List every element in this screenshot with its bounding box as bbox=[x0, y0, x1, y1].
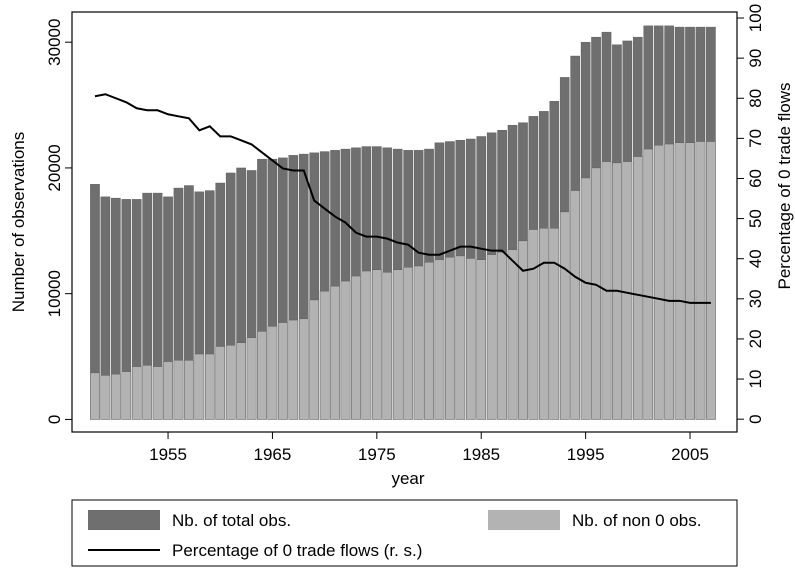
bar bbox=[330, 285, 340, 420]
bar bbox=[528, 229, 539, 420]
legend-label: Percentage of 0 trade flows (r. s.) bbox=[172, 541, 422, 560]
bar bbox=[319, 290, 330, 420]
bar bbox=[413, 265, 424, 420]
legend-swatch bbox=[488, 510, 560, 530]
y2-tick-label: 50 bbox=[746, 209, 765, 228]
bar bbox=[664, 143, 674, 420]
bar bbox=[476, 259, 487, 420]
bar bbox=[497, 251, 507, 420]
y2-tick-label: 60 bbox=[746, 169, 765, 188]
bar bbox=[215, 346, 226, 420]
bar bbox=[465, 258, 476, 420]
bar bbox=[372, 269, 382, 420]
x-tick-label: 1985 bbox=[462, 445, 500, 464]
bar bbox=[549, 228, 560, 420]
bar bbox=[434, 259, 445, 420]
y2-tick-label: 70 bbox=[746, 129, 765, 148]
y2-tick-label: 0 bbox=[746, 414, 765, 423]
x-tick-label: 1975 bbox=[358, 445, 396, 464]
bar bbox=[706, 141, 716, 420]
bar bbox=[205, 353, 215, 420]
bar bbox=[351, 275, 361, 420]
y2-tick-label: 40 bbox=[746, 249, 765, 268]
bar bbox=[163, 361, 173, 420]
bar bbox=[507, 249, 518, 420]
bar bbox=[559, 211, 570, 420]
legend-label: Nb. of total obs. bbox=[172, 511, 291, 530]
bar bbox=[580, 177, 591, 420]
bar bbox=[90, 372, 100, 420]
bar bbox=[100, 375, 111, 420]
bar bbox=[685, 142, 695, 420]
bar bbox=[225, 345, 236, 420]
y2-tick-label: 80 bbox=[746, 89, 765, 108]
y2-tick-label: 20 bbox=[746, 329, 765, 348]
bar bbox=[111, 373, 121, 420]
x-tick-label: 1995 bbox=[567, 445, 605, 464]
bar bbox=[288, 319, 299, 420]
bar bbox=[445, 257, 455, 420]
bar bbox=[486, 254, 497, 420]
x-tick-label: 2005 bbox=[671, 445, 709, 464]
bar bbox=[298, 318, 309, 420]
bar bbox=[340, 280, 351, 420]
bar bbox=[622, 161, 633, 420]
bar bbox=[257, 331, 267, 420]
y-axis-title: Number of observations bbox=[9, 132, 28, 312]
bar bbox=[570, 190, 580, 420]
bar bbox=[674, 142, 685, 420]
y-tick-label: 0 bbox=[45, 415, 64, 424]
bar bbox=[131, 366, 142, 420]
bar bbox=[152, 366, 163, 420]
bar bbox=[361, 270, 372, 420]
bar bbox=[633, 156, 643, 420]
bar bbox=[424, 262, 434, 420]
bar bbox=[653, 145, 664, 420]
bar bbox=[695, 141, 706, 420]
legend-swatch bbox=[88, 510, 160, 530]
y-tick-label: 20000 bbox=[45, 144, 64, 191]
bar bbox=[194, 353, 205, 420]
bar bbox=[121, 371, 132, 420]
x-tick-label: 1955 bbox=[149, 445, 187, 464]
bar bbox=[184, 360, 194, 420]
x-axis-title: year bbox=[391, 469, 424, 488]
bar bbox=[539, 228, 549, 420]
bar bbox=[278, 322, 288, 420]
y-tick-label: 30000 bbox=[45, 19, 64, 66]
y2-tick-label: 90 bbox=[746, 49, 765, 68]
bar bbox=[403, 267, 413, 420]
bar bbox=[455, 255, 466, 420]
bar bbox=[267, 326, 278, 420]
y2-tick-label: 100 bbox=[746, 4, 765, 32]
y2-tick-label: 10 bbox=[746, 370, 765, 389]
bar bbox=[246, 337, 257, 420]
x-tick-label: 1965 bbox=[254, 445, 292, 464]
bar bbox=[236, 342, 246, 420]
legend-label: Nb. of non 0 obs. bbox=[572, 511, 701, 530]
bar bbox=[382, 272, 393, 420]
y2-tick-label: 30 bbox=[746, 289, 765, 308]
bar bbox=[309, 299, 319, 420]
y-tick-label: 10000 bbox=[45, 270, 64, 317]
line bbox=[94, 93, 711, 304]
bar bbox=[392, 269, 403, 420]
bar bbox=[518, 240, 528, 420]
bar bbox=[643, 148, 654, 420]
bar bbox=[173, 360, 184, 420]
y2-axis-title: Percentage of 0 trade flows bbox=[775, 83, 794, 290]
bar bbox=[142, 365, 152, 420]
legend-box bbox=[71, 499, 738, 567]
bar bbox=[591, 167, 601, 420]
